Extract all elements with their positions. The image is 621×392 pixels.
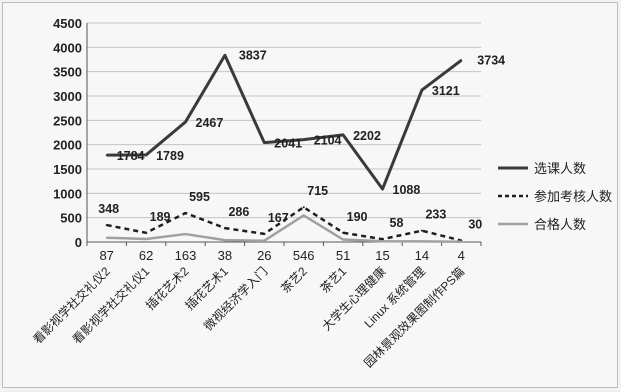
data-point (302, 138, 305, 141)
data-point (105, 154, 108, 157)
data-label-series-2: 286 (228, 205, 249, 219)
data-point (342, 238, 345, 241)
x-tick-label: 4 (458, 248, 465, 263)
data-label-series-1: 2467 (196, 116, 224, 130)
data-point (342, 231, 345, 234)
data-point (302, 206, 305, 209)
data-point (381, 238, 384, 241)
x-tick-label: 87 (99, 248, 113, 263)
x-tick-label: 14 (415, 248, 429, 263)
data-point (263, 141, 266, 144)
data-point (460, 59, 463, 62)
data-point (302, 214, 305, 217)
data-point (184, 120, 187, 123)
data-point (145, 153, 148, 156)
series-line-1 (106, 53, 463, 191)
data-point (105, 224, 108, 227)
data-point (381, 240, 384, 243)
series-line-3 (106, 214, 462, 244)
data-label-series-2: 167 (268, 211, 289, 225)
data-point (223, 239, 226, 242)
y-tick-label: 0 (75, 235, 82, 250)
data-label-series-1: 2104 (314, 134, 342, 148)
y-tick-label: 500 (60, 211, 82, 226)
legend-label: 合格人数 (534, 217, 586, 232)
data-label-series-2: 30 (468, 218, 482, 232)
chart-frame: 0 500 1000 1500 2000 2500 3000 3500 4000 4500 87 62… (2, 2, 618, 388)
data-label-series-1: 2041 (274, 137, 302, 151)
data-label-series-1: 1784 (117, 149, 145, 163)
data-point (420, 240, 423, 243)
data-label-series-2: 189 (150, 210, 171, 224)
x-category-label: 茶艺1 (317, 263, 350, 296)
data-point (420, 229, 423, 232)
data-label-series-2: 58 (390, 216, 404, 230)
data-point (460, 240, 463, 243)
x-tick-label: 546 (293, 248, 315, 263)
y-tick-label: 1500 (53, 162, 82, 177)
y-tick-label: 3500 (53, 65, 82, 80)
data-point (420, 89, 423, 92)
x-tick-label: 62 (139, 248, 153, 263)
data-point (145, 231, 148, 234)
data-point (223, 54, 226, 57)
data-label-series-1: 3837 (239, 48, 267, 62)
data-point (381, 188, 384, 191)
y-tick-label: 4000 (53, 40, 82, 55)
y-tick-label: 3000 (53, 89, 82, 104)
data-point (184, 212, 187, 215)
data-label-series-1: 2202 (353, 129, 381, 143)
data-label-series-2: 595 (189, 190, 210, 204)
data-label-series-2: 233 (425, 208, 446, 222)
series-line-2 (106, 205, 462, 242)
line-chart: 0 500 1000 1500 2000 2500 3000 3500 4000 4500 87 62… (30, 16, 612, 370)
data-point (184, 233, 187, 236)
y-tick-label: 2500 (53, 113, 82, 128)
data-label-series-2: 348 (98, 202, 119, 216)
y-tick-label: 4500 (53, 16, 82, 31)
legend-label: 参加考核人数 (534, 189, 612, 204)
data-label-series-1: 3734 (477, 53, 505, 67)
y-tick-label: 2000 (53, 138, 82, 153)
x-tick-label: 26 (257, 248, 271, 263)
data-point (263, 239, 266, 242)
data-label-series-1: 1789 (156, 149, 184, 163)
data-point (342, 133, 345, 136)
x-tick-label: 163 (175, 248, 197, 263)
x-tick-label: 15 (375, 248, 389, 263)
x-tick-label: 51 (336, 248, 350, 263)
data-point (263, 232, 266, 235)
data-point (145, 237, 148, 240)
x-tick-label: 38 (218, 248, 232, 263)
y-tick-label: 1000 (53, 186, 82, 201)
data-point (105, 236, 108, 239)
data-label-series-2: 715 (307, 184, 328, 198)
data-label-series-2: 190 (347, 210, 368, 224)
data-label-series-1: 1088 (393, 183, 421, 197)
data-label-series-1: 3121 (432, 84, 460, 98)
x-category-label: 茶艺2 (278, 263, 311, 296)
legend-label: 选课人数 (534, 161, 586, 176)
data-point (223, 227, 226, 230)
